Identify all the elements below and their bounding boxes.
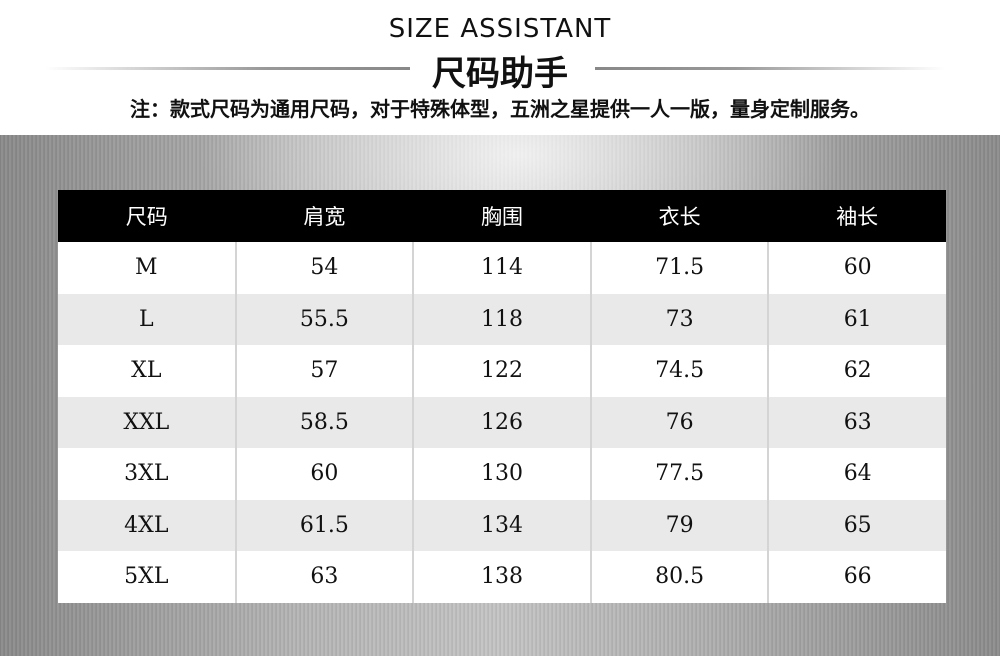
table-cell: 134	[412, 499, 591, 551]
table-cell: 61	[767, 293, 946, 345]
table-cell: 126	[412, 396, 591, 448]
table-cell: 71.5	[589, 242, 769, 294]
table-cell: 122	[412, 345, 591, 397]
table-cell: 61.5	[234, 499, 414, 551]
divider-left	[45, 67, 410, 70]
table-cell: L	[58, 293, 236, 345]
title-chinese: 尺码助手	[432, 54, 568, 94]
table-row: L 55.5 118 73 61	[58, 293, 946, 345]
column-header: 衣长	[590, 190, 769, 242]
column-header: 胸围	[413, 190, 591, 242]
table-cell: 58.5	[234, 396, 414, 448]
table-cell: 54	[234, 242, 414, 294]
table-cell: 64	[767, 448, 946, 500]
table-cell: 130	[412, 448, 591, 500]
table-cell: 4XL	[58, 499, 236, 551]
table-row: M 54 114 71.5 60	[58, 242, 946, 294]
table-cell: 3XL	[58, 448, 236, 500]
table-row: XXL 58.5 126 76 63	[58, 396, 946, 448]
table-cell: 74.5	[589, 345, 769, 397]
table-cell: 60	[767, 242, 946, 294]
table-cell: 55.5	[234, 293, 414, 345]
size-note: 注：款式尺码为通用尺码，对于特殊体型，五洲之星提供一人一版，量身定制服务。	[130, 97, 870, 121]
table-cell: 138	[412, 551, 591, 603]
table-cell: 57	[234, 345, 414, 397]
table-row: 3XL 60 130 77.5 64	[58, 448, 946, 500]
table-cell: 63	[767, 396, 946, 448]
table-cell: XXL	[58, 396, 236, 448]
column-header: 肩宽	[235, 190, 414, 242]
table-cell: 5XL	[58, 551, 236, 603]
table-cell: 118	[412, 293, 591, 345]
table-cell: 73	[589, 293, 769, 345]
table-cell: 66	[767, 551, 946, 603]
table-row: 4XL 61.5 134 79 65	[58, 499, 946, 551]
table-row: 5XL 63 138 80.5 66	[58, 551, 946, 603]
divider-right	[595, 67, 945, 70]
table-cell: 77.5	[589, 448, 769, 500]
title-english: SIZE ASSISTANT	[388, 14, 612, 44]
column-header: 尺码	[58, 190, 236, 242]
table-cell: XL	[58, 345, 236, 397]
header-section: SIZE ASSISTANT 尺码助手 注：款式尺码为通用尺码，对于特殊体型，五…	[0, 0, 1000, 135]
table-cell: 62	[767, 345, 946, 397]
table-cell: 79	[589, 499, 769, 551]
table-header-row: 尺码 肩宽 胸围 衣长 袖长	[58, 190, 946, 242]
table-cell: 76	[589, 396, 769, 448]
table-cell: 60	[234, 448, 414, 500]
size-table: 尺码 肩宽 胸围 衣长 袖长 M 54 114 71.5 60 L 55.5 118 73 61 XL 57 1…	[58, 190, 946, 603]
column-header: 袖长	[768, 190, 946, 242]
table-row: XL 57 122 74.5 62	[58, 345, 946, 397]
table-cell: 114	[412, 242, 591, 294]
table-cell: 65	[767, 499, 946, 551]
table-cell: 80.5	[589, 551, 769, 603]
table-cell: M	[58, 242, 236, 294]
table-cell: 63	[234, 551, 414, 603]
